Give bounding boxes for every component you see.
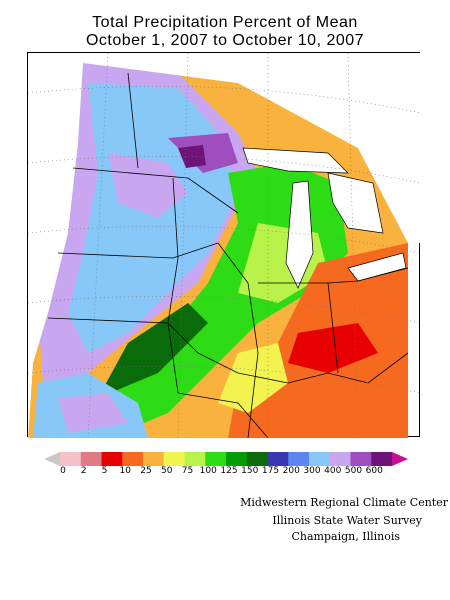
- legend-tick-label: 2: [80, 466, 87, 476]
- legend-tick-label: 175: [261, 466, 280, 476]
- legend-swatch: [101, 452, 123, 466]
- zone-east-red: [288, 323, 378, 373]
- legend-tick-label: 50: [161, 466, 173, 476]
- legend-tick-label: 10: [119, 466, 131, 476]
- legend-swatch: [60, 452, 82, 466]
- zone-southwest-purple: [58, 393, 128, 433]
- credit-location: Champaign, Illinois: [291, 530, 401, 543]
- lake-erie: [347, 252, 407, 282]
- legend-swatch: [184, 452, 206, 466]
- legend-swatch: [288, 452, 310, 466]
- map-date-range: October 1, 2007 to October 10, 2007: [85, 32, 365, 49]
- legend-swatch: [309, 452, 331, 466]
- credit-survey: Illinois State Water Survey: [272, 514, 422, 527]
- legend-swatch: [80, 452, 102, 466]
- legend-tick-label: 75: [181, 466, 194, 476]
- legend-swatch: [329, 452, 351, 466]
- legend-tick-label: 200: [282, 466, 300, 476]
- map-title: Total Precipitation Percent of Mean: [92, 14, 358, 31]
- legend-tick-label: 300: [303, 466, 321, 476]
- zone-yellow: [218, 343, 288, 413]
- zone-purple-core: [108, 153, 188, 218]
- credit-center: Midwestern Regional Climate Center: [240, 496, 448, 509]
- legend-swatch: [205, 452, 227, 466]
- color-legend: [44, 452, 408, 466]
- legend-swatch: [163, 452, 185, 466]
- state-boundaries: [47, 72, 409, 438]
- map-canvas: [28, 53, 421, 438]
- lake-michigan: [285, 180, 314, 289]
- legend-swatch: [371, 452, 393, 466]
- canada-area: [28, 53, 421, 438]
- legend-swatch: [350, 452, 372, 466]
- legend-tick-label: 25: [140, 466, 152, 476]
- lake-superior: [242, 147, 349, 174]
- legend-tick-label: 400: [324, 466, 342, 476]
- lake-huron: [327, 172, 384, 234]
- legend-swatch: [226, 452, 248, 466]
- legend-swatch: [267, 452, 289, 466]
- legend-arrow-high: [392, 452, 408, 466]
- zone-dark-green: [98, 303, 208, 398]
- legend-tick-label: 125: [220, 466, 238, 476]
- legend-swatch: [143, 452, 165, 466]
- precipitation-map: [27, 52, 421, 438]
- lat-lon-grid: [28, 53, 421, 438]
- legend-tick-label: 500: [344, 466, 363, 476]
- legend-tick-label: 600: [365, 466, 383, 476]
- legend-tick-label: 5: [101, 466, 108, 476]
- legend-tick-label: 150: [241, 466, 259, 476]
- legend-swatch: [246, 452, 268, 466]
- legend-swatch: [122, 452, 144, 466]
- legend-tick-label: 0: [60, 466, 66, 476]
- legend-tick-label: 100: [199, 466, 217, 476]
- legend-arrow-low: [44, 452, 60, 466]
